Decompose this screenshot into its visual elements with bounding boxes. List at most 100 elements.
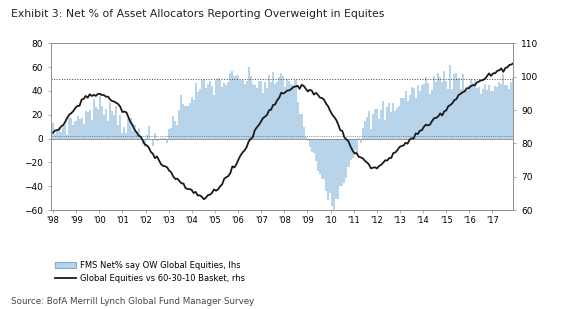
Bar	[195, 83, 197, 139]
Bar	[172, 116, 174, 139]
Bar	[356, 139, 358, 152]
Bar	[443, 71, 445, 139]
Bar	[450, 65, 451, 139]
Bar	[280, 73, 282, 139]
Bar	[498, 82, 500, 139]
Bar	[174, 121, 177, 139]
Bar	[125, 133, 127, 139]
Bar	[331, 139, 333, 206]
Bar	[52, 123, 54, 139]
Bar	[258, 81, 260, 139]
Bar	[223, 83, 225, 139]
Bar	[445, 82, 447, 139]
Bar	[362, 128, 364, 139]
Bar	[393, 103, 394, 139]
Bar	[256, 88, 258, 139]
Text: Exhibit 3: Net % of Asset Allocators Reporting Overweight in Equites: Exhibit 3: Net % of Asset Allocators Rep…	[11, 9, 385, 19]
Bar	[494, 87, 496, 139]
Bar	[99, 93, 101, 139]
Bar	[394, 111, 396, 139]
Bar	[62, 126, 64, 139]
Bar	[193, 100, 195, 139]
Bar	[254, 85, 256, 139]
Bar	[437, 73, 439, 139]
Bar	[191, 97, 193, 139]
Bar	[68, 117, 70, 139]
Bar	[298, 114, 301, 139]
Bar	[508, 89, 510, 139]
Bar	[366, 117, 368, 139]
Bar	[417, 85, 419, 139]
Bar	[503, 74, 504, 139]
Bar	[203, 79, 205, 139]
Bar	[500, 84, 503, 139]
Bar	[115, 106, 117, 139]
Bar	[376, 109, 378, 139]
Bar	[213, 95, 215, 139]
Bar	[433, 76, 435, 139]
Bar	[345, 139, 347, 178]
Bar	[225, 85, 227, 139]
Bar	[158, 139, 160, 140]
Bar	[250, 76, 252, 139]
Bar	[303, 127, 305, 139]
Bar	[407, 101, 408, 139]
Bar	[264, 82, 266, 139]
Bar	[374, 109, 376, 139]
Bar	[484, 84, 486, 139]
Bar	[70, 118, 72, 139]
Bar	[160, 138, 162, 139]
Bar	[127, 119, 130, 139]
Bar	[121, 133, 124, 139]
Bar	[154, 133, 156, 139]
Bar	[187, 106, 188, 139]
Bar	[506, 85, 508, 139]
Bar	[390, 112, 393, 139]
Bar	[142, 139, 144, 144]
Bar	[219, 80, 221, 139]
Bar	[56, 130, 58, 139]
Bar	[504, 85, 506, 139]
Bar	[317, 139, 319, 171]
Bar	[486, 90, 488, 139]
Bar	[245, 81, 248, 139]
Bar	[82, 124, 85, 139]
Bar	[480, 94, 482, 139]
Bar	[413, 88, 415, 139]
Bar	[350, 139, 351, 160]
Bar	[197, 92, 199, 139]
Bar	[282, 76, 284, 139]
Bar	[514, 86, 517, 139]
Bar	[301, 114, 303, 139]
Bar	[419, 91, 421, 139]
Bar	[319, 139, 321, 174]
Bar	[347, 139, 350, 167]
Bar	[217, 78, 219, 139]
Bar	[415, 98, 417, 139]
Bar	[109, 102, 111, 139]
Bar	[248, 67, 250, 139]
Bar	[150, 139, 152, 140]
Bar	[272, 72, 274, 139]
Bar	[209, 81, 211, 139]
Bar	[260, 81, 262, 139]
Bar	[120, 115, 121, 139]
Bar	[431, 90, 433, 139]
Bar	[144, 139, 146, 147]
Bar	[227, 83, 230, 139]
Bar	[205, 88, 207, 139]
Bar	[488, 85, 490, 139]
Bar	[378, 119, 380, 139]
Bar	[510, 82, 513, 139]
Bar	[278, 78, 280, 139]
Bar	[311, 139, 313, 152]
Bar	[358, 138, 360, 139]
Bar	[130, 118, 131, 139]
Bar	[93, 99, 95, 139]
Bar	[211, 86, 213, 139]
Bar	[323, 139, 325, 179]
Bar	[103, 115, 105, 139]
Bar	[496, 87, 498, 139]
Bar	[140, 137, 142, 139]
Bar	[386, 108, 388, 139]
